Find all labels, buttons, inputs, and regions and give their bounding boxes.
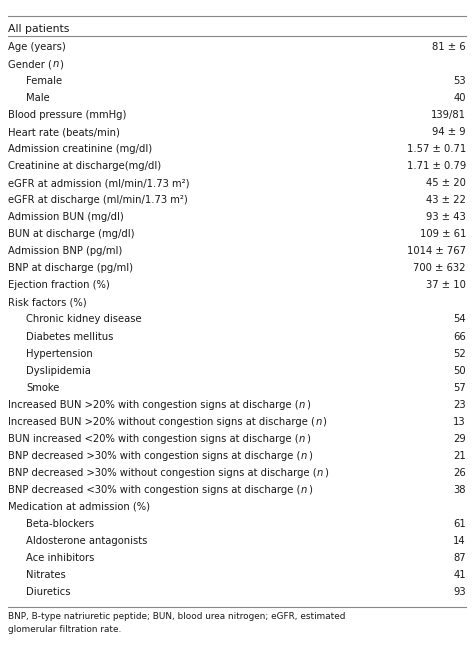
Text: BNP decreased >30% with congestion signs at discharge (: BNP decreased >30% with congestion signs… <box>8 451 301 460</box>
Text: ): ) <box>306 434 310 443</box>
Text: BNP, B-type natriuretic peptide; BUN, blood urea nitrogen; eGFR, estimated
glome: BNP, B-type natriuretic peptide; BUN, bl… <box>8 612 346 634</box>
Text: 13: 13 <box>453 417 466 426</box>
Text: n: n <box>315 417 322 426</box>
Text: Dyslipidemia: Dyslipidemia <box>26 366 91 375</box>
Text: 29: 29 <box>453 434 466 443</box>
Text: BUN at discharge (mg/dl): BUN at discharge (mg/dl) <box>8 230 135 239</box>
Text: 45 ± 20: 45 ± 20 <box>426 179 466 188</box>
Text: BUN increased <20% with congestion signs at discharge (: BUN increased <20% with congestion signs… <box>8 434 299 443</box>
Text: Diabetes mellitus: Diabetes mellitus <box>26 332 113 341</box>
Text: 1014 ± 767: 1014 ± 767 <box>407 247 466 256</box>
Text: ): ) <box>322 417 326 426</box>
Text: eGFR at admission (ml/min/1.73 m²): eGFR at admission (ml/min/1.73 m²) <box>8 179 190 188</box>
Text: 14: 14 <box>453 536 466 546</box>
Text: Diuretics: Diuretics <box>26 587 71 597</box>
Text: Admission creatinine (mg/dl): Admission creatinine (mg/dl) <box>8 144 152 154</box>
Text: n: n <box>301 485 307 495</box>
Text: n: n <box>52 59 59 69</box>
Text: 1.71 ± 0.79: 1.71 ± 0.79 <box>407 162 466 171</box>
Text: eGFR at discharge (ml/min/1.73 m²): eGFR at discharge (ml/min/1.73 m²) <box>8 196 188 205</box>
Text: 139/81: 139/81 <box>431 110 466 120</box>
Text: Risk factors (%): Risk factors (%) <box>8 298 87 307</box>
Text: Gender (: Gender ( <box>8 59 52 69</box>
Text: 50: 50 <box>453 366 466 375</box>
Text: Heart rate (beats/min): Heart rate (beats/min) <box>8 127 120 137</box>
Text: 37 ± 10: 37 ± 10 <box>426 281 466 290</box>
Text: ): ) <box>308 485 311 495</box>
Text: 93 ± 43: 93 ± 43 <box>426 213 466 222</box>
Text: n: n <box>299 400 306 409</box>
Text: n: n <box>301 451 307 460</box>
Text: 87: 87 <box>453 553 466 563</box>
Text: 1.57 ± 0.71: 1.57 ± 0.71 <box>407 144 466 154</box>
Text: 81 ± 6: 81 ± 6 <box>432 42 466 52</box>
Text: ): ) <box>306 400 310 409</box>
Text: 26: 26 <box>453 468 466 478</box>
Text: 43 ± 22: 43 ± 22 <box>426 196 466 205</box>
Text: Beta-blockers: Beta-blockers <box>26 519 94 529</box>
Text: 57: 57 <box>453 383 466 392</box>
Text: 93: 93 <box>453 587 466 597</box>
Text: Admission BUN (mg/dl): Admission BUN (mg/dl) <box>8 213 124 222</box>
Text: Male: Male <box>26 93 50 103</box>
Text: 94 ± 9: 94 ± 9 <box>432 127 466 137</box>
Text: BNP decreased >30% without congestion signs at discharge (: BNP decreased >30% without congestion si… <box>8 468 317 478</box>
Text: Increased BUN >20% without congestion signs at discharge (: Increased BUN >20% without congestion si… <box>8 417 315 426</box>
Text: 109 ± 61: 109 ± 61 <box>419 230 466 239</box>
Text: 40: 40 <box>454 93 466 103</box>
Text: Smoke: Smoke <box>26 383 59 392</box>
Text: 53: 53 <box>453 76 466 86</box>
Text: n: n <box>317 468 323 478</box>
Text: 21: 21 <box>453 451 466 460</box>
Text: 23: 23 <box>453 400 466 409</box>
Text: Hypertension: Hypertension <box>26 349 93 358</box>
Text: n: n <box>299 434 306 443</box>
Text: 52: 52 <box>453 349 466 358</box>
Text: BNP decreased <30% with congestion signs at discharge (: BNP decreased <30% with congestion signs… <box>8 485 301 495</box>
Text: Blood pressure (mmHg): Blood pressure (mmHg) <box>8 110 127 120</box>
Text: Female: Female <box>26 76 62 86</box>
Text: Admission BNP (pg/ml): Admission BNP (pg/ml) <box>8 247 122 256</box>
Text: Ace inhibitors: Ace inhibitors <box>26 553 94 563</box>
Text: Ejection fraction (%): Ejection fraction (%) <box>8 281 110 290</box>
Text: ): ) <box>324 468 328 478</box>
Text: 41: 41 <box>453 570 466 580</box>
Text: Chronic kidney disease: Chronic kidney disease <box>26 315 142 324</box>
Text: 38: 38 <box>454 485 466 495</box>
Text: Creatinine at discharge(mg/dl): Creatinine at discharge(mg/dl) <box>8 162 161 171</box>
Text: Nitrates: Nitrates <box>26 570 66 580</box>
Text: 54: 54 <box>453 315 466 324</box>
Text: Medication at admission (%): Medication at admission (%) <box>8 502 150 512</box>
Text: All patients: All patients <box>8 24 69 34</box>
Text: 700 ± 632: 700 ± 632 <box>413 264 466 273</box>
Text: 61: 61 <box>453 519 466 529</box>
Text: ): ) <box>59 59 63 69</box>
Text: BNP at discharge (pg/ml): BNP at discharge (pg/ml) <box>8 264 133 273</box>
Text: 66: 66 <box>453 332 466 341</box>
Text: Increased BUN >20% with congestion signs at discharge (: Increased BUN >20% with congestion signs… <box>8 400 299 409</box>
Text: ): ) <box>308 451 311 460</box>
Text: Aldosterone antagonists: Aldosterone antagonists <box>26 536 147 546</box>
Text: Age (years): Age (years) <box>8 42 66 52</box>
